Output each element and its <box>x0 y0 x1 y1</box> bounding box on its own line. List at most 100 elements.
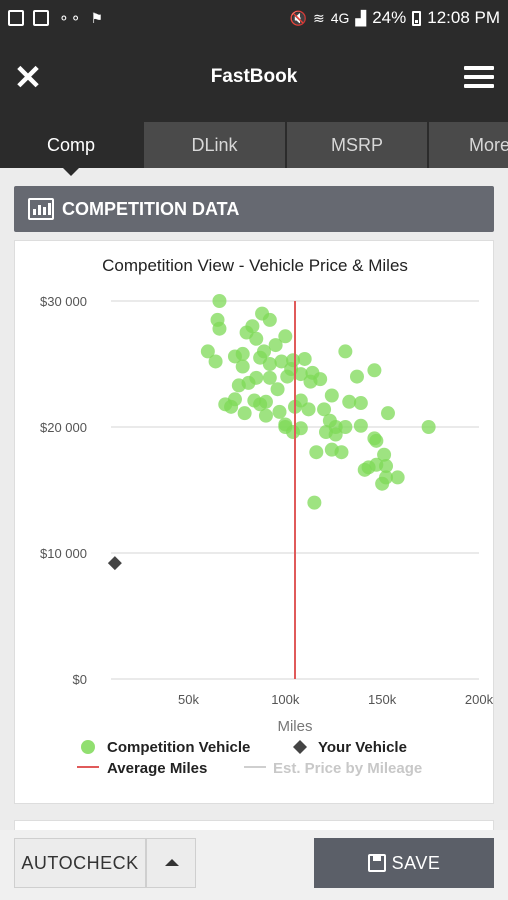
x-tick-label: 50k <box>178 692 199 707</box>
y-tick-label: $30 000 <box>40 294 87 309</box>
bottom-action-bar: AUTOCHECK SAVE <box>0 830 508 900</box>
competition-point <box>367 431 382 446</box>
x-axis-label: Miles <box>277 718 312 735</box>
legend-marker-your-vehicle <box>293 740 307 754</box>
tab-more[interactable]: More <box>427 120 508 168</box>
save-icon <box>367 854 386 872</box>
competition-point <box>212 321 227 336</box>
competition-point <box>301 402 316 417</box>
competition-point <box>293 367 308 382</box>
x-tick-label: 150k <box>368 692 397 707</box>
competition-point <box>208 354 223 369</box>
x-tick-label: 100k <box>271 692 300 707</box>
competition-point <box>278 420 293 434</box>
competition-point <box>377 447 392 462</box>
competition-point <box>262 357 277 371</box>
competition-point <box>253 397 268 412</box>
competition-point <box>262 312 277 327</box>
section-header: COMPETITION DATA <box>14 186 494 232</box>
competition-point <box>200 344 215 359</box>
competition-point <box>270 382 285 397</box>
autocheck-button[interactable]: AUTOCHECK <box>14 838 146 888</box>
voicemail-icon: ⚬⚬ <box>58 9 82 26</box>
app-header: ✕ FastBook <box>0 36 508 120</box>
clock: 12:08 PM <box>427 8 500 27</box>
competition-point <box>342 394 357 409</box>
competition-point <box>224 399 239 414</box>
competition-point <box>235 359 250 374</box>
chart-title: Competition View - Vehicle Price & Miles <box>102 256 408 275</box>
competition-point <box>317 402 332 417</box>
competition-point <box>262 370 277 385</box>
tab-bar: Comp DLink MSRP More <box>0 120 508 168</box>
legend-label-average-miles: Average Miles <box>107 760 207 777</box>
competition-point <box>237 406 252 421</box>
competition-point <box>421 420 436 434</box>
bar-chart-icon <box>28 198 54 220</box>
legend-marker-competition <box>81 740 95 754</box>
section-title: COMPETITION DATA <box>62 199 240 219</box>
competition-point <box>231 378 246 393</box>
competition-point <box>324 442 339 457</box>
competition-point <box>297 351 312 366</box>
battery-percent: 24% <box>372 8 407 27</box>
competition-point <box>322 413 337 428</box>
competition-point <box>338 344 353 359</box>
competition-point <box>309 445 324 460</box>
app-title: FastBook <box>210 66 298 87</box>
notification-icon <box>8 10 24 26</box>
mute-icon: 🔇 <box>289 9 307 26</box>
competition-point <box>328 427 343 442</box>
system-status: 🔇 ≋ 4G ▟ 24% 12:08 PM <box>290 7 500 29</box>
signal-icon: ▟ <box>355 9 367 26</box>
competition-point <box>349 369 364 384</box>
y-tick-label: $10 000 <box>40 546 87 561</box>
competition-scatter-chart: Competition View - Vehicle Price & Miles… <box>40 256 494 777</box>
competition-point <box>280 369 295 384</box>
competition-point <box>272 404 287 419</box>
legend-label-est-price: Est. Price by Mileage <box>273 760 422 777</box>
competition-point <box>390 470 405 485</box>
competition-point <box>258 408 273 423</box>
network-type: 4G <box>330 10 350 26</box>
x-tick-label: 200k <box>465 692 494 707</box>
competition-point <box>353 418 368 433</box>
expand-up-button[interactable] <box>146 838 196 888</box>
save-label: SAVE <box>391 853 441 873</box>
chart-card: Competition View - Vehicle Price & Miles… <box>14 240 494 804</box>
competition-point <box>380 406 395 421</box>
image-icon <box>33 10 49 26</box>
close-icon[interactable]: ✕ <box>13 59 43 97</box>
competition-point <box>274 354 289 369</box>
competition-point <box>353 396 368 411</box>
competition-point <box>278 329 293 344</box>
wifi-icon: ≋ <box>313 9 325 26</box>
competition-point <box>268 338 283 353</box>
competition-point <box>361 460 376 475</box>
tab-dlink[interactable]: DLink <box>142 120 285 168</box>
competition-point <box>212 294 227 308</box>
active-tab-indicator <box>61 166 81 176</box>
status-bar: ⚬⚬ ⚑ 🔇 ≋ 4G ▟ 24% 12:08 PM <box>0 0 508 36</box>
competition-point <box>303 374 318 389</box>
competition-point <box>379 459 394 474</box>
y-tick-label: $20 000 <box>40 420 87 435</box>
competition-point <box>324 388 339 403</box>
competition-point <box>367 363 382 378</box>
competition-point <box>307 495 322 510</box>
legend-label-competition: Competition Vehicle <box>107 739 250 756</box>
menu-icon[interactable] <box>464 66 494 90</box>
competition-point <box>379 470 394 485</box>
save-button[interactable]: SAVE <box>314 838 494 888</box>
your-vehicle-point <box>107 556 122 571</box>
competition-point <box>249 331 264 346</box>
tab-msrp[interactable]: MSRP <box>285 120 427 168</box>
competition-point <box>338 420 353 434</box>
competition-point <box>235 346 250 361</box>
y-tick-label: $0 <box>73 672 87 687</box>
competition-point <box>293 421 308 436</box>
legend-label-your-vehicle: Your Vehicle <box>318 739 407 756</box>
competition-point <box>245 319 260 334</box>
tab-comp[interactable]: Comp <box>0 120 142 168</box>
flag-icon: ⚑ <box>90 9 104 26</box>
